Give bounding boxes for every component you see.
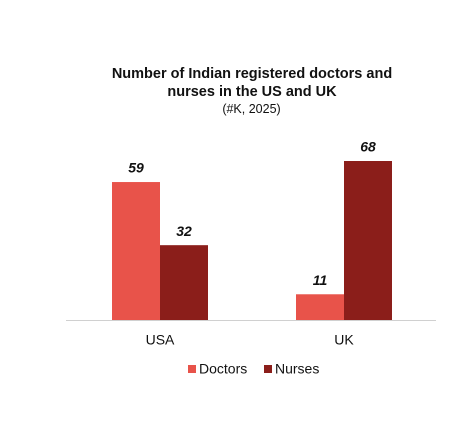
bar (344, 161, 392, 320)
legend-swatch (264, 365, 272, 373)
x-tick-label: UK (334, 332, 354, 348)
bar (160, 245, 208, 320)
x-tick-label: USA (146, 332, 175, 348)
bar (112, 182, 160, 320)
data-label: 32 (176, 223, 192, 239)
bar (296, 294, 344, 320)
chart-title: Number of Indian registered doctors and … (111, 66, 393, 100)
legend-label: Doctors (199, 361, 247, 377)
legend-label: Nurses (275, 361, 319, 377)
chart-subtitle: (#K, 2025) (222, 102, 281, 116)
legend-swatch (188, 365, 196, 373)
data-label: 68 (360, 139, 376, 155)
data-label: 11 (313, 272, 328, 288)
data-label: 59 (128, 160, 144, 176)
